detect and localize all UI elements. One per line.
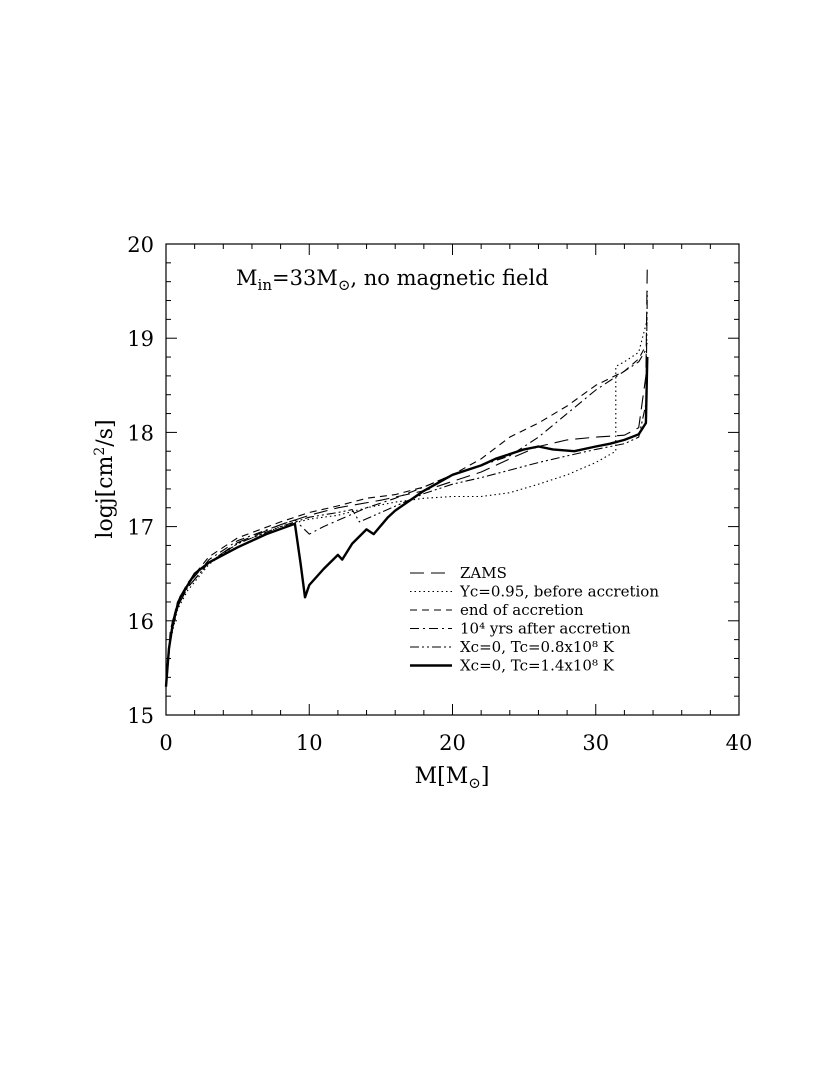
y-tick-label: 20 — [127, 233, 154, 257]
axis-ticks — [165, 243, 740, 716]
legend-label-0: ZAMS — [460, 564, 507, 582]
legend-label-3: 10⁴ yrs after accretion — [460, 620, 631, 638]
x-axis-label: M[M⊙] — [415, 764, 490, 792]
title-m: M — [236, 266, 258, 290]
xlabel-post: ] — [481, 764, 490, 789]
title-eq: =33M — [272, 266, 338, 290]
ylabel-post: /s] — [93, 419, 118, 446]
y-tick-label: 17 — [127, 516, 154, 540]
x-tick-labels: 0 10 20 30 40 — [159, 731, 752, 755]
legend-label-5: Xc=0, Tc=1.4x10⁸ K — [460, 657, 615, 675]
y-tick-label: 16 — [127, 610, 154, 634]
series-lines — [164, 262, 649, 687]
title-sun: ⊙ — [338, 276, 351, 294]
series-line-1 — [165, 319, 648, 687]
xlabel-pre: M[M — [415, 764, 469, 789]
y-tick-label: 18 — [127, 421, 154, 445]
legend-label-1: Yc=0.95, before accretion — [459, 583, 659, 601]
x-tick-label: 20 — [439, 731, 466, 755]
x-tick-label: 10 — [296, 731, 323, 755]
x-tick-label: 0 — [159, 731, 172, 755]
y-axis-label: logj[cm2/s] — [92, 419, 118, 538]
y-tick-labels: 15 16 17 18 19 20 — [127, 233, 154, 728]
ylabel-sup: 2 — [92, 447, 108, 456]
x-tick-label: 40 — [726, 731, 753, 755]
title-rest: , no magnetic field — [350, 266, 548, 290]
legend-label-2: end of accretion — [460, 601, 584, 619]
y-tick-label: 19 — [127, 327, 154, 351]
xlabel-sun: ⊙ — [468, 774, 481, 792]
y-tick-label: 15 — [127, 704, 154, 728]
x-tick-label: 30 — [582, 731, 609, 755]
ylabel-pre: logj[cm — [93, 455, 118, 538]
series-line-5 — [164, 356, 649, 687]
legend-label-4: Xc=0, Tc=0.8x10⁸ K — [460, 638, 615, 656]
chart-title: Min=33M⊙, no magnetic field — [236, 266, 549, 294]
title-sub: in — [258, 276, 273, 294]
plot-frame — [165, 243, 740, 716]
series-line-2 — [165, 342, 648, 687]
